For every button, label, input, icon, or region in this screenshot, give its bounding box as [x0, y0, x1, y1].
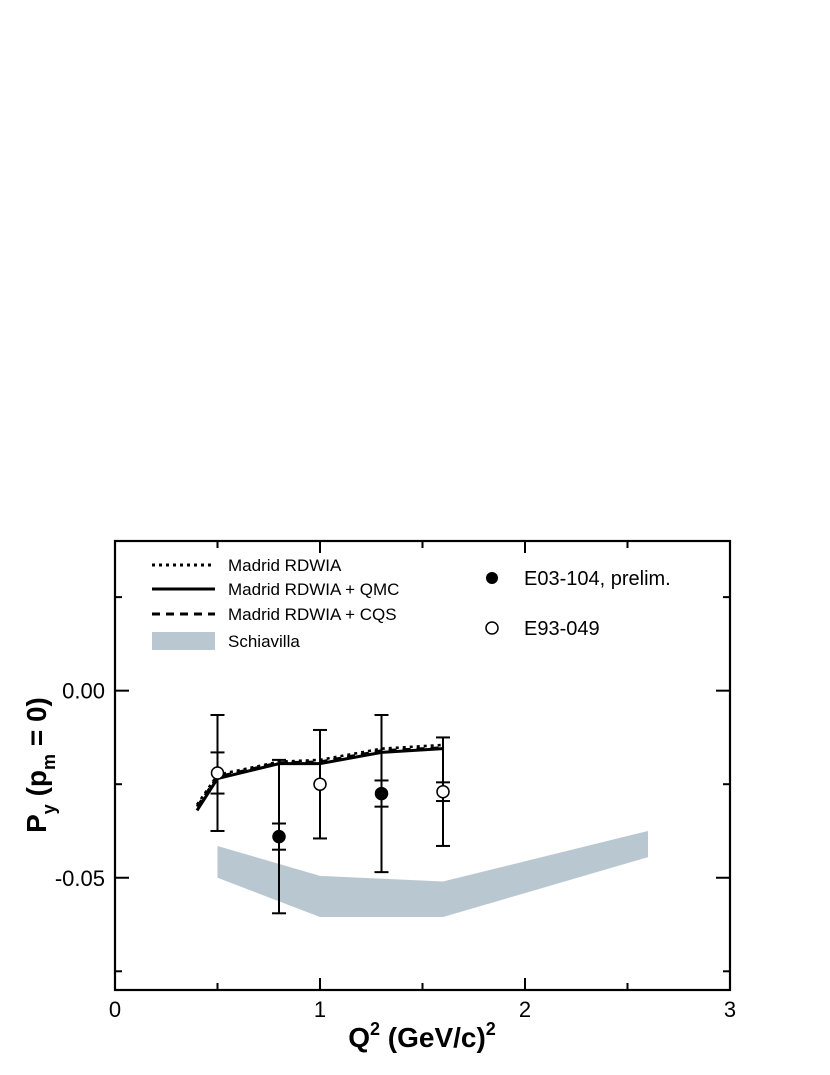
curve-layer: [195, 743, 444, 812]
x-tick-label: 1: [314, 997, 326, 1022]
x-tick-label: 0: [109, 997, 121, 1022]
schiavilla-band: [217, 830, 648, 918]
y-tick-label: -0.05: [55, 866, 105, 891]
legend-marker-e03-104: [486, 572, 498, 584]
data-point-e03-104: [374, 786, 389, 801]
plot-frame: [113, 539, 732, 992]
x-tick-label: 2: [519, 997, 531, 1022]
point-layer: [210, 713, 450, 915]
legend: Madrid RDWIA Madrid RDWIA + QMC Madrid R…: [152, 556, 399, 651]
legend-label-madrid-rdwia-cqs: Madrid RDWIA + CQS: [228, 605, 397, 624]
data-point-e03-104: [272, 829, 286, 844]
tick-layer: 0 1 2 3 0.00 -0.05: [55, 541, 736, 1022]
band-layer: [217, 830, 648, 918]
data-point-e93-049: [436, 784, 450, 799]
data-point-e93-049: [313, 777, 327, 791]
legend-label-e03-104: E03-104, prelim.: [524, 568, 671, 590]
data-point-e93-049: [210, 766, 225, 780]
curve-madrid-rdwia-cqs: [195, 746, 444, 808]
x-tick-label: 3: [724, 997, 736, 1022]
legend-label-schiavilla: Schiavilla: [228, 632, 300, 651]
legend-marker-e93-049: [485, 621, 499, 635]
y-tick-label: 0.00: [62, 679, 105, 704]
x-axis-title: Q2 (GeV/c)2: [348, 1019, 496, 1053]
legend-label-madrid-rdwia: Madrid RDWIA: [228, 556, 342, 575]
legend-label-madrid-rdwia-qmc: Madrid RDWIA + QMC: [228, 580, 399, 599]
legend-swatch-schiavilla: [152, 632, 215, 650]
y-axis-title: Py (pm = 0): [21, 697, 59, 833]
legend-markers: E03-104, prelim. E93-049: [485, 568, 671, 640]
legend-label-e93-049: E93-049: [524, 618, 600, 640]
